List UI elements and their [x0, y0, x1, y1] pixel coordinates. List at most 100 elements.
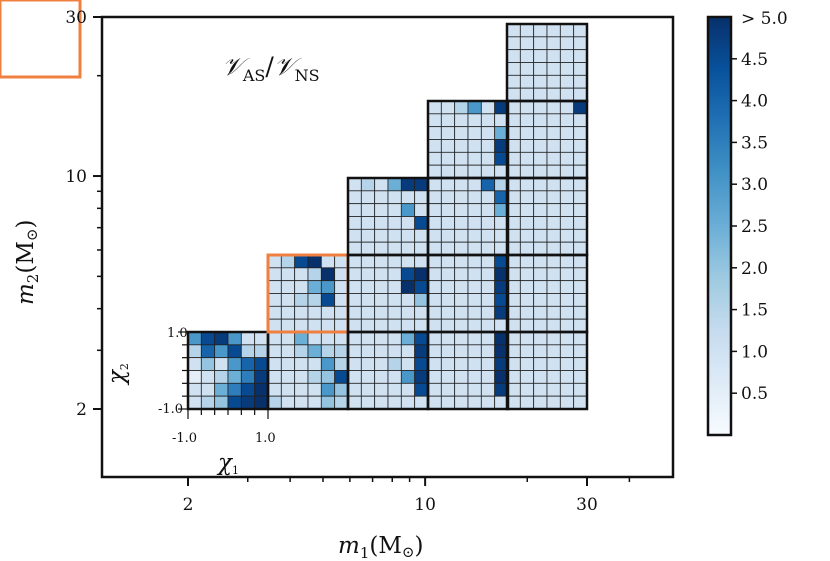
heatmap-cell-b22-r1c5 — [414, 190, 429, 205]
heatmap-cell-b43-r2c2 — [533, 126, 548, 140]
heatmap-cell-b44-r5c1 — [519, 87, 535, 102]
heatmap-cell-b30-r5c4 — [480, 395, 496, 410]
heatmap-cell-b30-r5c3 — [467, 395, 482, 410]
heatmap-cell-b31-r1c3 — [467, 267, 482, 282]
colorbar-tick-label: 2.5 — [741, 217, 768, 237]
heatmap-cell-b32-r2c3 — [467, 203, 482, 217]
heatmap-cell-b20-r3c4 — [400, 370, 416, 384]
heatmap-cell-b42-r1c3 — [546, 190, 561, 205]
heatmap-cell-b32-r2c0 — [427, 203, 442, 217]
heatmap-cell-b22-r5c4 — [400, 241, 416, 256]
heatmap-cell-b40-r0c2 — [533, 331, 548, 346]
heatmap-cell-b20-r2c1 — [360, 357, 376, 371]
heatmap-cell-b22-r2c3 — [387, 203, 402, 217]
heatmap-cell-b22-r1c2 — [374, 190, 389, 205]
heatmap-cell-b42-r2c4 — [559, 203, 575, 217]
heatmap-cell-b10-r2c3 — [307, 357, 322, 371]
heatmap-cell-b43-r5c1 — [519, 164, 535, 179]
heatmap-cell-b44-r5c0 — [506, 87, 521, 102]
heatmap-cell-b11-r2c5 — [334, 280, 349, 294]
heatmap-cell-b21-r0c3 — [387, 254, 402, 269]
heatmap-cell-b20-r2c2 — [374, 357, 389, 371]
heatmap-cell-b11-r4c0 — [267, 305, 282, 320]
heatmap-cell-b20-r3c2 — [374, 370, 389, 384]
heatmap-cell-b31-r5c2 — [454, 318, 469, 333]
heatmap-cell-b41-r3c1 — [519, 293, 535, 307]
heatmap-cell-b32-r1c4 — [480, 190, 496, 205]
heatmap-cell-b30-r5c2 — [454, 395, 469, 410]
heatmap-cell-b41-r1c3 — [546, 267, 561, 282]
heatmap-cell-b40-r5c1 — [519, 395, 535, 410]
heatmap-cell-b21-r0c5 — [414, 254, 429, 269]
heatmap-cell-b44-r5c4 — [559, 87, 575, 102]
axis-ticks: 2 10 30 2 10 30 — [65, 8, 631, 515]
heatmap-cell-b40-r1c1 — [519, 344, 535, 359]
heatmap-cell-b42-r2c5 — [573, 203, 588, 217]
heatmap-cell-b33-r0c0 — [427, 100, 442, 115]
y-axis-label-var: m — [13, 283, 39, 305]
heatmap-cell-b22-r1c3 — [387, 190, 402, 205]
heatmap-cell-b21-r2c2 — [374, 280, 389, 294]
heatmap-cell-b20-r2c0 — [347, 357, 362, 371]
heatmap-cell-b20-r1c2 — [374, 344, 389, 359]
heatmap-cell-b22-r0c4 — [400, 177, 416, 192]
heatmap-cell-b00-r4c2 — [214, 382, 229, 397]
heatmap-cell-b11-r0c4 — [320, 254, 336, 269]
heatmap-cell-b11-r1c2 — [294, 267, 309, 282]
heatmap-cell-b33-r1c2 — [454, 113, 469, 128]
heatmap-cell-b21-r5c3 — [387, 318, 402, 333]
heatmap-cell-b31-r5c4 — [480, 318, 496, 333]
heatmap-cell-b11-r1c5 — [334, 267, 349, 282]
heatmap-cell-b10-r4c3 — [307, 382, 322, 397]
heatmap-cell-b40-r1c3 — [546, 344, 561, 359]
heatmap-cell-b00-r2c4 — [240, 357, 256, 371]
heatmap-cell-b11-r4c1 — [280, 305, 296, 320]
heatmap-cell-b21-r5c0 — [347, 318, 362, 333]
heatmap-cell-b21-r0c4 — [400, 254, 416, 269]
heatmap-cell-b43-r1c5 — [573, 113, 588, 128]
heatmap-cell-b31-r4c1 — [440, 305, 456, 320]
heatmap-cell-b30-r1c4 — [480, 344, 496, 359]
heatmap-cell-b42-r0c2 — [533, 177, 548, 192]
heatmap-cell-b41-r0c5 — [573, 254, 588, 269]
heatmap-cell-b22-r4c3 — [387, 228, 402, 243]
heatmap-cell-b10-r3c1 — [280, 370, 296, 384]
heatmap-cell-b33-r5c0 — [427, 164, 442, 179]
heatmap-cell-b00-r2c2 — [214, 357, 229, 371]
heatmap-cell-b22-r4c5 — [414, 228, 429, 243]
heatmap-cell-b00-r3c0 — [187, 370, 202, 384]
heatmap-cell-b33-r2c2 — [454, 126, 469, 140]
heatmap-cell-b00-r0c3 — [227, 331, 242, 346]
heatmap-cell-b43-r5c4 — [559, 164, 575, 179]
heatmap-cell-b32-r1c0 — [427, 190, 442, 205]
heatmap-cell-b10-r2c1 — [280, 357, 296, 371]
heatmap-cell-b10-r4c5 — [334, 382, 349, 397]
heatmap-cell-b20-r4c3 — [387, 382, 402, 397]
heatmap-cell-b21-r3c0 — [347, 293, 362, 307]
heatmap-cell-b33-r1c0 — [427, 113, 442, 128]
heatmap-cell-b20-r1c3 — [387, 344, 402, 359]
heatmap-cell-b22-r2c0 — [347, 203, 362, 217]
heatmap-cell-b31-r3c3 — [467, 293, 482, 307]
heatmap-cell-b31-r4c0 — [427, 305, 442, 320]
heatmap-cell-b33-r0c1 — [440, 100, 456, 115]
heatmap-cell-b41-r2c4 — [559, 280, 575, 294]
heatmap-cell-b40-r3c3 — [546, 370, 561, 384]
heatmap-cell-b43-r4c4 — [559, 151, 575, 166]
x-tick-label: 30 — [576, 495, 598, 515]
heatmap-cell-b30-r1c2 — [454, 344, 469, 359]
heatmap-cell-b44-r1c1 — [519, 36, 535, 51]
heatmap-cell-b41-r0c2 — [533, 254, 548, 269]
heatmap-cell-b31-r2c4 — [480, 280, 496, 294]
heatmap-cell-b42-r2c2 — [533, 203, 548, 217]
heatmap-cell-b20-r4c2 — [374, 382, 389, 397]
heatmap-cell-b30-r4c0 — [427, 382, 442, 397]
heatmap-cell-b20-r5c2 — [374, 395, 389, 410]
heatmap-cell-b41-r2c5 — [573, 280, 588, 294]
heatmap-cell-b21-r1c2 — [374, 267, 389, 282]
heatmap-cell-b44-r2c1 — [519, 49, 535, 63]
colorbar-bar — [706, 15, 733, 437]
heatmap-cell-b32-r2c2 — [454, 203, 469, 217]
heatmap-cell-b11-r0c2 — [294, 254, 309, 269]
heatmap-cell-b22-r0c2 — [374, 177, 389, 192]
